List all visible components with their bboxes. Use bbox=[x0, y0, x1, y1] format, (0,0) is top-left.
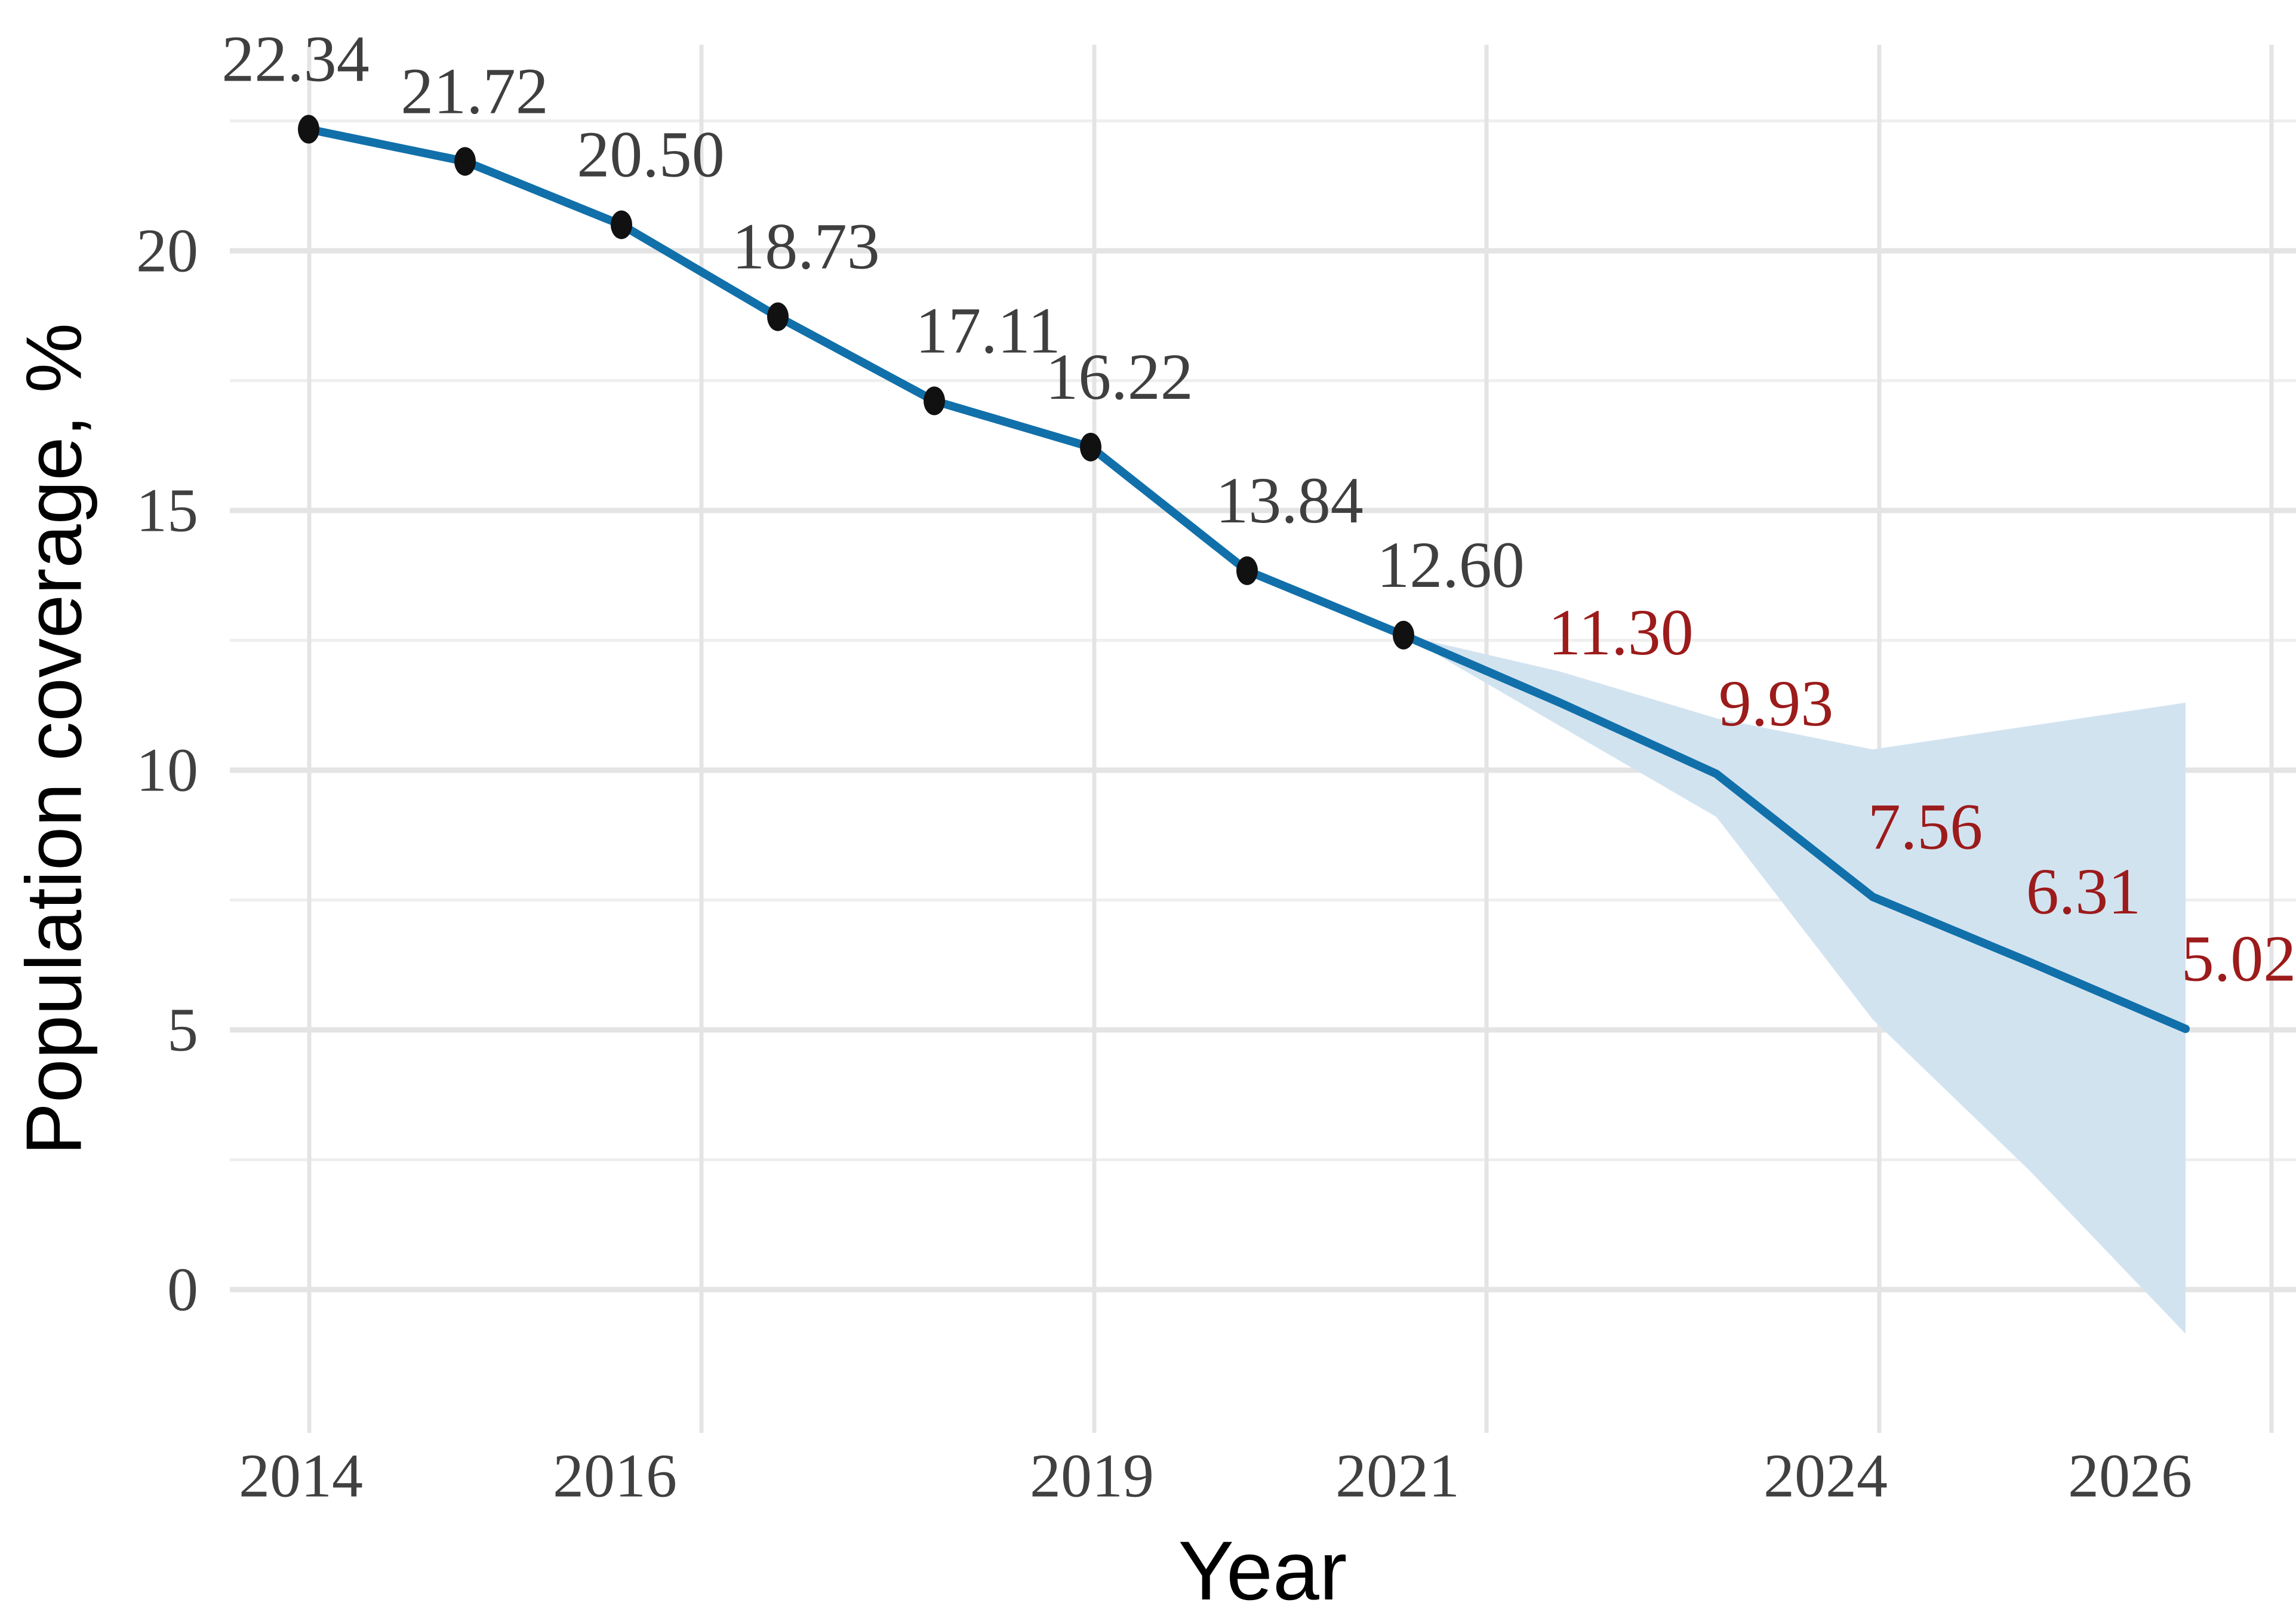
x-tick-label-2024: 2024 bbox=[1763, 1442, 1888, 1510]
value-label-2019: 16.22 bbox=[1045, 340, 1193, 413]
value-label-2022: 11.30 bbox=[1548, 596, 1693, 669]
data-point-2017 bbox=[767, 302, 789, 331]
value-label-2018: 17.11 bbox=[915, 294, 1060, 367]
y-tick-label-15: 15 bbox=[136, 476, 198, 545]
x-tick-label-2016: 2016 bbox=[553, 1442, 677, 1510]
value-label-2017: 18.73 bbox=[732, 210, 880, 282]
y-tick-label-10: 10 bbox=[136, 736, 198, 805]
value-label-2021: 12.60 bbox=[1377, 528, 1525, 601]
data-point-2019 bbox=[1080, 432, 1101, 462]
data-point-2016 bbox=[611, 210, 632, 239]
value-label-2015: 21.72 bbox=[401, 54, 549, 127]
x-tick-label-2014: 2014 bbox=[239, 1442, 363, 1510]
data-point-2020 bbox=[1236, 556, 1258, 585]
value-label-2020: 13.84 bbox=[1215, 464, 1364, 537]
data-point-2018 bbox=[924, 386, 945, 416]
value-label-2026: 5.02 bbox=[2181, 922, 2296, 995]
value-label-2025: 6.31 bbox=[2026, 855, 2141, 928]
x-tick-label-2019: 2019 bbox=[1030, 1442, 1154, 1510]
value-label-2024: 7.56 bbox=[1868, 790, 1983, 863]
x-tick-label-2021: 2021 bbox=[1335, 1442, 1460, 1510]
y-tick-label-5: 5 bbox=[167, 996, 198, 1065]
y-axis-title: Population coverage, % bbox=[10, 322, 98, 1156]
data-point-2015 bbox=[454, 147, 476, 176]
x-axis-title: Year bbox=[1178, 1524, 1347, 1609]
value-label-2016: 20.50 bbox=[577, 118, 725, 191]
x-tick-label-2026: 2026 bbox=[2068, 1442, 2192, 1510]
ci-ribbon bbox=[1404, 635, 2186, 1334]
data-point-2014 bbox=[298, 115, 319, 144]
y-tick-label-0: 0 bbox=[167, 1256, 198, 1324]
y-tick-label-20: 20 bbox=[136, 217, 198, 285]
value-label-2014: 22.34 bbox=[221, 22, 370, 95]
data-point-2021 bbox=[1393, 620, 1414, 650]
value-label-2023: 9.93 bbox=[1719, 667, 1834, 740]
